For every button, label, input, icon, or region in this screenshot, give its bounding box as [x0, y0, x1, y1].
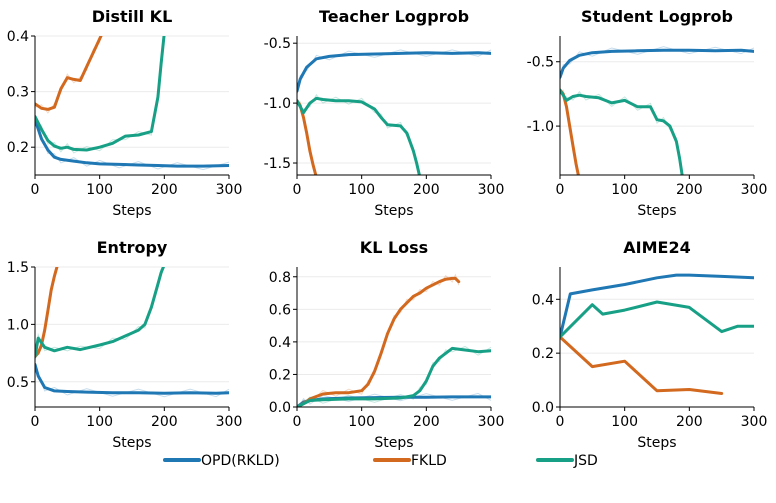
- y-tick-label: 1.5: [7, 260, 29, 276]
- x-tick-label: 200: [676, 414, 703, 430]
- x-tick-label: 0: [556, 414, 565, 430]
- x-tick-label: 200: [413, 182, 440, 198]
- x-tick-label: 100: [86, 414, 113, 430]
- y-tick-label: 0.2: [532, 346, 554, 362]
- x-tick-label: 0: [31, 182, 40, 198]
- x-tick-label: 100: [86, 182, 113, 198]
- panel-5: 0 100 200 300 0.0 0.2 0.4 AIME24 Steps: [532, 238, 768, 451]
- series-line-rkld: [35, 117, 229, 168]
- y-tick-label: 0.0: [269, 400, 291, 416]
- x-tick-label: 0: [31, 414, 40, 430]
- series-group: [560, 273, 754, 395]
- y-tick-label: 0.4: [7, 29, 29, 45]
- x-tick-label: 100: [611, 182, 638, 198]
- y-tick-label: -0.5: [264, 36, 291, 52]
- series-line-jsd: [560, 300, 754, 339]
- x-axis-label: Steps: [637, 435, 676, 451]
- legend-label: JSD: [573, 453, 598, 469]
- y-tick-label: 0.0: [532, 400, 554, 416]
- panel-4: 0 100 200 300 0.0 0.2 0.4 0.6 0.8 KL Loss Steps: [269, 238, 505, 451]
- series-group: [297, 49, 491, 175]
- series-line-rkld: [560, 273, 754, 339]
- panel-0: 0 100 200 300 0.2 0.3 0.4 Distill KL Steps: [7, 7, 243, 219]
- y-tick-label: 0.4: [532, 292, 554, 308]
- y-tick-label: 0.3: [7, 85, 29, 101]
- chart-title: Entropy: [97, 238, 168, 257]
- x-axis-label: Steps: [374, 203, 413, 219]
- y-tick-label: 0.2: [269, 367, 291, 383]
- series-line-fkld: [35, 267, 59, 358]
- series-group: [297, 273, 491, 407]
- series-line-jsd: [35, 267, 165, 358]
- panel-2: 0 100 200 300 -1.0 -0.5 Student Logprob Steps: [527, 7, 768, 219]
- x-tick-label: 300: [216, 414, 243, 430]
- panels: 0 100 200 300 0.2 0.3 0.4 Distill KL Steps 0 100 20…: [7, 7, 768, 451]
- legend-item-jsd: JSD: [536, 453, 598, 469]
- x-tick-label: 200: [413, 414, 440, 430]
- chart-title: Student Logprob: [581, 7, 733, 26]
- x-axis-label: Steps: [637, 203, 676, 219]
- series-line-fkld: [297, 276, 461, 407]
- series-line-fkld: [560, 88, 580, 175]
- series-line-jsd: [560, 88, 684, 175]
- series-line-jsd: [297, 96, 421, 175]
- x-axis-label: Steps: [112, 435, 151, 451]
- series-raw-line-fkld: [35, 36, 102, 114]
- x-tick-label: 100: [611, 414, 638, 430]
- y-tick-label: -1.5: [264, 156, 291, 172]
- panel-3: 0 100 200 300 0.5 1.0 1.5 Entropy Steps: [7, 238, 243, 451]
- series-line-fkld: [560, 335, 724, 395]
- x-tick-label: 0: [293, 182, 302, 198]
- x-tick-label: 300: [741, 414, 768, 430]
- x-tick-label: 200: [676, 182, 703, 198]
- y-tick-label: 0.2: [7, 140, 29, 156]
- chart-title: Teacher Logprob: [319, 7, 469, 26]
- legend-label: FKLD: [411, 453, 447, 469]
- y-tick-label: -1.0: [527, 119, 554, 135]
- x-tick-label: 300: [478, 182, 505, 198]
- series-line-fkld: [35, 36, 103, 111]
- series-group: [35, 36, 229, 171]
- series-line-jsd: [297, 346, 491, 407]
- series-line-fkld: [297, 99, 318, 175]
- y-tick-label: 1.0: [7, 317, 29, 333]
- series-line-jsd: [35, 36, 166, 152]
- legend-label: OPD(RKLD): [201, 453, 280, 469]
- legend-item-fkld: FKLD: [373, 453, 447, 469]
- x-tick-label: 200: [151, 414, 178, 430]
- x-tick-label: 200: [151, 182, 178, 198]
- x-tick-label: 300: [478, 414, 505, 430]
- y-tick-label: 0.4: [269, 335, 291, 351]
- series-group: [35, 267, 229, 398]
- x-axis-label: Steps: [112, 203, 151, 219]
- series-line-rkld: [297, 51, 491, 93]
- series-line-rkld: [35, 363, 229, 395]
- chart-title: AIME24: [623, 238, 690, 257]
- x-tick-label: 0: [293, 414, 302, 430]
- y-tick-label: -0.5: [527, 55, 554, 71]
- series-raw-line-fkld: [298, 273, 460, 407]
- chart-title: Distill KL: [92, 7, 173, 26]
- x-tick-label: 0: [556, 182, 565, 198]
- x-tick-label: 100: [348, 414, 375, 430]
- panel-1: 0 100 200 300 -1.5 -1.0 -0.5 Teacher Logprob Ste…: [264, 7, 505, 219]
- series-line-rkld: [560, 48, 754, 79]
- chart-title: KL Loss: [360, 238, 428, 257]
- legend-item-rkld: OPD(RKLD): [163, 453, 280, 469]
- y-tick-label: -1.0: [264, 96, 291, 112]
- legend: OPD(RKLD) FKLD JSD: [163, 453, 598, 469]
- x-tick-label: 300: [741, 182, 768, 198]
- y-tick-label: 0.5: [7, 375, 29, 391]
- x-tick-label: 100: [348, 182, 375, 198]
- x-tick-label: 300: [216, 182, 243, 198]
- series-group: [560, 46, 754, 175]
- y-tick-label: 0.6: [269, 302, 291, 318]
- y-tick-label: 0.8: [269, 270, 291, 286]
- series-raw-line-jsd: [560, 90, 684, 175]
- series-raw-line-jsd: [297, 93, 421, 175]
- x-axis-label: Steps: [374, 435, 413, 451]
